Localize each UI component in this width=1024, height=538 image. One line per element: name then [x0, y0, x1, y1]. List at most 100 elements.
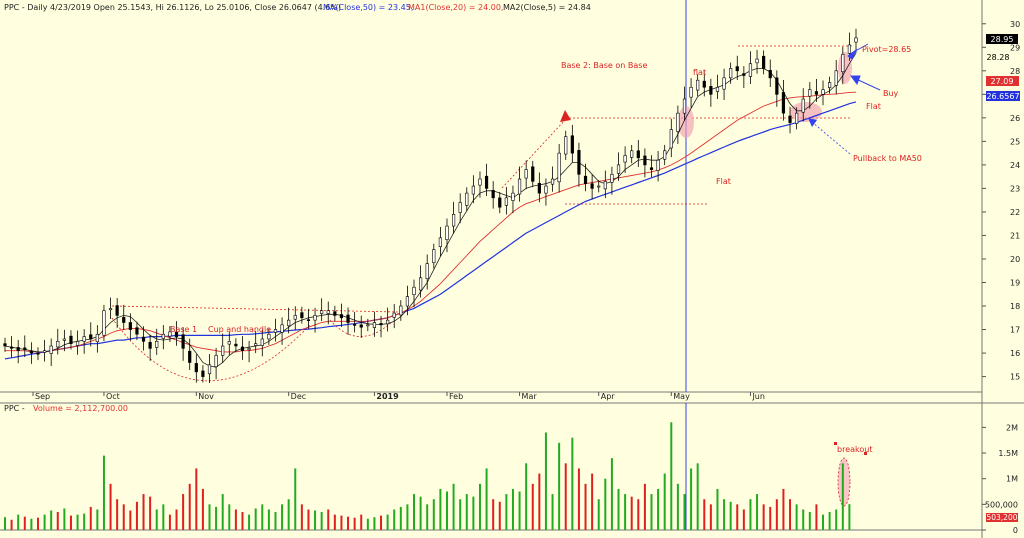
volume-bar [188, 483, 191, 530]
pivot-price-tag: 28.28 [987, 53, 1010, 62]
candle-body [478, 178, 482, 186]
volume-bar [465, 494, 468, 530]
volume-bar [815, 504, 818, 530]
candle-body [504, 197, 508, 206]
candle-body [359, 324, 363, 328]
volume-bar [340, 515, 343, 530]
candle-body [577, 150, 581, 175]
volume-bar [663, 473, 666, 530]
candle-body [696, 79, 700, 91]
volume-bar [650, 494, 653, 530]
volume-bar [439, 488, 442, 530]
volume-bar [129, 510, 132, 530]
candle-body [405, 296, 410, 307]
candle-body [155, 341, 159, 348]
volume-bar [690, 468, 693, 530]
volume-bar [234, 509, 237, 530]
volume-bar [492, 499, 495, 530]
candle-body [748, 63, 753, 77]
volume-bar [749, 499, 752, 530]
candle-body [583, 175, 588, 185]
candle-body [550, 178, 555, 185]
candle-body [564, 136, 568, 155]
volume-bar [23, 516, 26, 530]
volume-bar [333, 514, 336, 530]
candle-body [260, 338, 264, 346]
candle-body [339, 314, 344, 319]
candle-body [689, 86, 693, 98]
volume-bar [531, 483, 534, 530]
y-tick-label: 28 [1010, 67, 1020, 76]
candle-body [372, 322, 377, 328]
volume-bar [300, 504, 303, 530]
volume-bar [822, 514, 825, 530]
y-tick-label: 23 [1010, 184, 1020, 193]
x-tick-label: Sep [35, 392, 50, 401]
header-symbol-line: PPC - Daily 4/23/2019 Open 25.1543, Hi 2… [4, 3, 341, 12]
ma20-tag-bg [986, 76, 1019, 86]
candle-body [709, 86, 713, 95]
annotation-labels: Base 1 Cup and handle Base 2: Base on Ba… [170, 45, 922, 454]
volume-bar [670, 422, 673, 530]
candle-body [128, 322, 132, 330]
pullback-label: Pullback to MA50 [853, 154, 922, 163]
candle-body [762, 55, 766, 69]
candle-body [3, 343, 7, 347]
candle-body [135, 327, 139, 335]
candle-body [471, 185, 475, 195]
candle-body [353, 324, 357, 326]
candle-body [570, 135, 574, 154]
candle-body [438, 237, 442, 248]
candle-body [517, 178, 522, 195]
candle-body [188, 350, 192, 363]
candle-body [834, 70, 838, 86]
volume-bar [584, 483, 587, 530]
volume-bar [459, 499, 462, 530]
volume-bar [122, 504, 125, 530]
candle-body [854, 37, 858, 43]
volume-bar [736, 504, 739, 530]
volume-bar [432, 499, 435, 530]
candle-body [168, 331, 172, 337]
candle-body [729, 68, 733, 79]
volume-tick-label: 500,000 [985, 500, 1018, 509]
volume-bar [518, 491, 521, 530]
candle-body [682, 98, 687, 114]
candle-body [458, 202, 462, 213]
candle-body [29, 351, 33, 354]
pullback-arrow [811, 121, 851, 155]
candle-body [379, 323, 383, 326]
candle-body [366, 324, 370, 327]
volume-bar [716, 488, 719, 530]
candle-body [267, 333, 271, 340]
breakout-label: breakout [837, 445, 872, 454]
candle-body [656, 159, 660, 171]
volume-bar [683, 494, 686, 530]
x-tick-label: 2019 [376, 392, 399, 401]
y-tick-label: 18 [1010, 302, 1020, 311]
candle-body [636, 150, 640, 159]
buy-label: Buy [883, 89, 899, 98]
volume-bar [848, 504, 851, 530]
volume-bar [775, 499, 778, 530]
candle-body [148, 341, 152, 349]
candle-body [23, 347, 27, 350]
candle-body [445, 225, 449, 240]
y-tick-label: 20 [1010, 255, 1020, 264]
volume-bar [571, 437, 574, 530]
candle-body [715, 86, 720, 92]
candle-body [795, 112, 799, 124]
candle-body [108, 308, 113, 311]
candle-body [630, 150, 634, 158]
volume-bar [406, 504, 409, 530]
last-price-tag: 28.95 [991, 35, 1014, 44]
candle-body [221, 345, 225, 356]
volume-bar [558, 442, 561, 530]
volume-bar [63, 508, 66, 530]
x-tick-label: Mar [522, 392, 538, 401]
volume-tick-label: 1.5M [998, 449, 1018, 458]
volume-bar [426, 504, 429, 530]
volume-bar [307, 509, 310, 530]
